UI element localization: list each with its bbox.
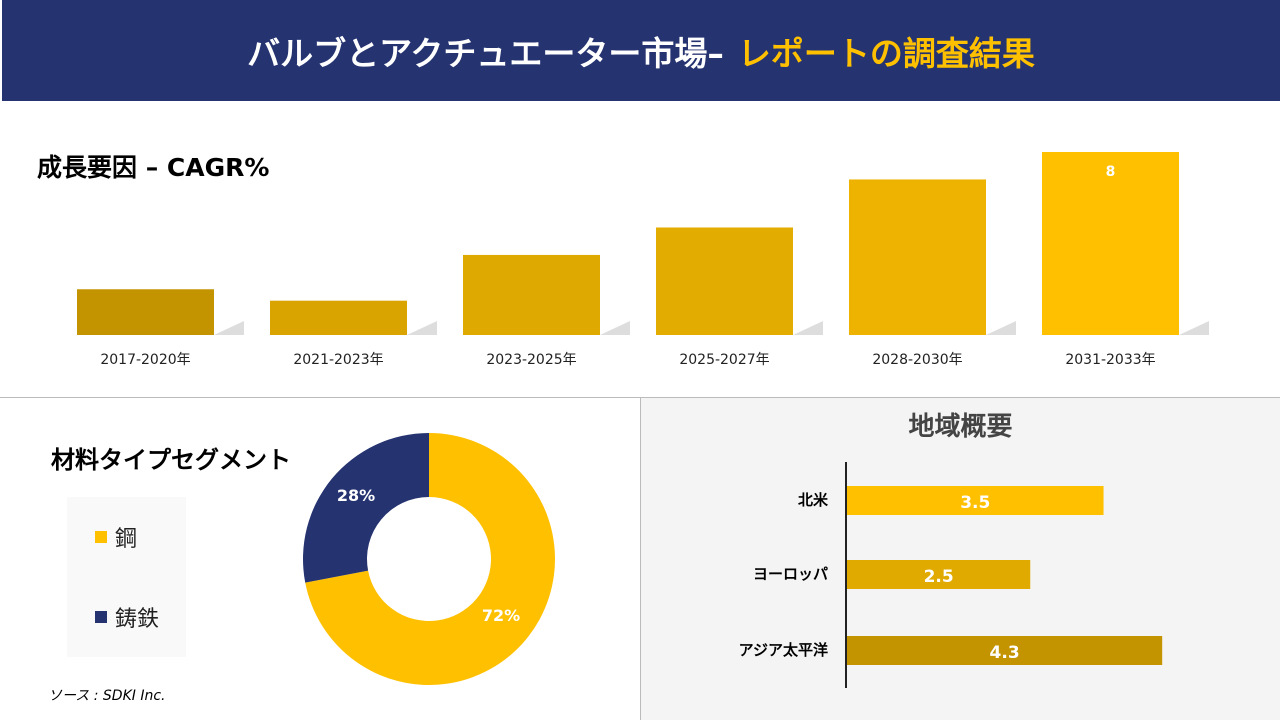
legend-item-steel: 鋼 — [95, 521, 137, 553]
cagr-bar — [270, 300, 407, 335]
x-tick-label: 2021-2023年 — [293, 352, 383, 368]
cagr-bar — [656, 227, 793, 335]
legend-swatch — [95, 611, 107, 623]
data-label: 2.5 — [924, 567, 954, 587]
cagr-bar — [1042, 152, 1179, 335]
region-bar — [847, 636, 1163, 665]
donut-slice — [305, 433, 556, 685]
legend-item-cast-iron: 鋳鉄 — [95, 601, 159, 633]
region-bar — [847, 486, 1104, 515]
segment-chart-title: 材料タイプセグメント — [51, 446, 291, 474]
bar-shadow — [600, 321, 630, 335]
legend-label: 鋳鉄 — [115, 607, 160, 632]
bar-shadow — [407, 321, 437, 335]
legend-swatch — [95, 531, 107, 543]
cagr-bar — [849, 179, 986, 335]
slice-label: 28% — [337, 486, 375, 505]
region-bar-chart: 北米 3.5 ヨーロッパ 2.5 アジア太平洋 4.3 — [739, 462, 1163, 688]
header-banner: バルブとアクチュエーター市場– レポートの調査結果 — [2, 0, 1280, 101]
x-tick-label: 2017-2020年 — [100, 352, 190, 368]
region-label: ヨーロッパ — [753, 565, 828, 583]
title-main: バルブとアクチュエーター市場– — [247, 33, 724, 73]
data-label: 8 — [1106, 164, 1116, 180]
cagr-bar — [463, 254, 600, 335]
region-chart-title: 地域概要 — [908, 412, 1013, 442]
source-note: ソース : SDKI Inc. — [48, 688, 166, 704]
region-panel: 地域概要 — [641, 398, 1280, 720]
region-label: アジア太平洋 — [739, 641, 828, 659]
region-bar — [847, 560, 1031, 589]
cagr-bar-chart: 2017-2020年 2021-2023年 2023-2025年 2025-2027年… — [77, 152, 1209, 368]
slice-label: 72% — [482, 606, 520, 625]
data-label: 4.3 — [990, 643, 1020, 663]
segment-legend: 鋼 鋳鉄 — [67, 497, 186, 657]
bar-shadow — [214, 321, 244, 335]
divider-vertical — [640, 397, 641, 720]
bar-shadow — [1179, 321, 1209, 335]
x-tick-label: 2031-2033年 — [1065, 352, 1155, 368]
cagr-chart-title: 成長要因 – CAGR% — [37, 153, 270, 182]
segment-donut-chart: 72% 28% — [303, 433, 556, 685]
x-tick-label: 2023-2025年 — [486, 352, 576, 368]
region-label: 北米 — [798, 491, 829, 509]
x-tick-label: 2028-2030年 — [872, 352, 962, 368]
title-highlight: レポートの調査結果 — [737, 33, 1035, 73]
data-label: 3.5 — [960, 493, 990, 513]
donut-slice — [303, 433, 429, 583]
legend-label: 鋼 — [115, 527, 138, 552]
cagr-bar — [77, 289, 214, 335]
bar-shadow — [793, 321, 823, 335]
bar-shadow — [986, 321, 1016, 335]
x-tick-label: 2025-2027年 — [679, 352, 769, 368]
